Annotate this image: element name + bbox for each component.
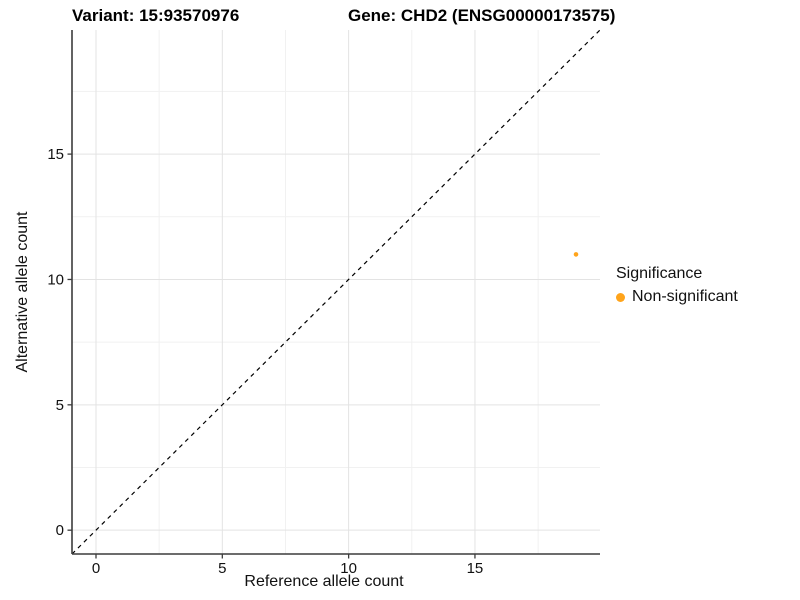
y-axis-title: Alternative allele count <box>14 211 31 373</box>
x-tick-label: 15 <box>467 560 484 577</box>
plot-title-gene: Gene: CHD2 (ENSG00000173575) <box>348 6 616 25</box>
legend: Significance Non-significant <box>616 265 738 306</box>
plot-title-variant: Variant: 15:93570976 <box>72 6 240 25</box>
y-tick-label: 0 <box>56 522 64 539</box>
y-tick-label: 10 <box>47 271 64 288</box>
x-tick-label: 5 <box>218 560 226 577</box>
x-tick-label: 10 <box>340 560 357 577</box>
x-tick-label: 0 <box>92 560 100 577</box>
legend-title: Significance <box>616 265 703 282</box>
legend-item-non-significant: Non-significant <box>616 288 738 306</box>
identity-line <box>71 29 601 555</box>
x-axis-title: Reference allele count <box>244 573 404 590</box>
legend-point-icon <box>616 292 625 302</box>
y-tick-label: 5 <box>56 397 64 414</box>
legend-item-label: Non-significant <box>632 288 738 305</box>
y-tick-label: 15 <box>47 146 64 163</box>
data-point <box>573 252 579 257</box>
